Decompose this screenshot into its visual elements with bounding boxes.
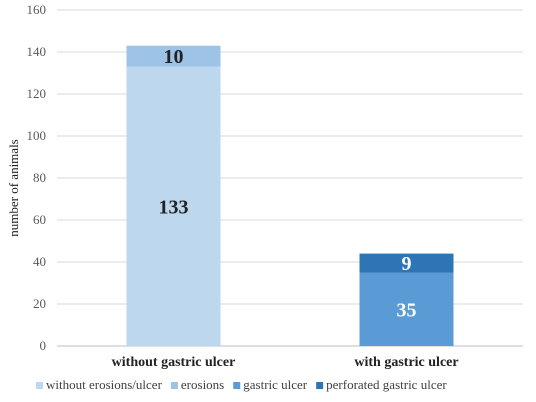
y-tick-label: 100 [27,128,47,143]
legend-label: gastric ulcer [243,377,308,392]
y-tick-label: 120 [27,86,47,101]
bar-segment [359,272,454,346]
legend-item: erosions [170,377,224,392]
legend-swatch [36,382,43,389]
x-axis-categories: without gastric ulcer with gastric ulcer [112,355,459,370]
legend-swatch [316,382,324,389]
y-tick-label: 0 [40,338,47,353]
x-category-label: without gastric ulcer [112,355,236,370]
bar-segment [126,45,221,67]
bar-segment [359,253,454,273]
legend-label: erosions [181,377,224,392]
bar-segment [126,66,221,346]
y-tick-label: 20 [33,296,46,311]
data-labels: 133 10 35 9 [159,46,417,321]
legend-label: without erosions/ulcer [46,377,163,392]
y-tick-label: 60 [33,212,46,227]
legend-item: without erosions/ulcer [36,377,163,392]
y-axis-label: number of animals [6,139,21,236]
bars [126,45,454,346]
legend: without erosions/ulcer erosions gastric ul… [36,377,447,392]
y-axis-ticks: 0 20 40 60 80 100 120 140 160 [27,2,47,353]
legend-item: gastric ulcer [233,377,308,392]
y-tick-label: 160 [27,2,47,17]
y-tick-label: 40 [33,254,46,269]
data-label: 9 [402,253,412,275]
x-category-label: with gastric ulcer [354,355,458,370]
data-label: 35 [397,299,417,321]
y-tick-label: 140 [27,44,47,59]
data-label: 10 [164,46,184,68]
y-tick-label: 80 [33,170,46,185]
legend-item: perforated gastric ulcer [316,377,447,392]
legend-swatch [233,382,241,389]
data-label: 133 [159,196,189,218]
legend-swatch [170,382,178,389]
legend-label: perforated gastric ulcer [326,377,447,392]
